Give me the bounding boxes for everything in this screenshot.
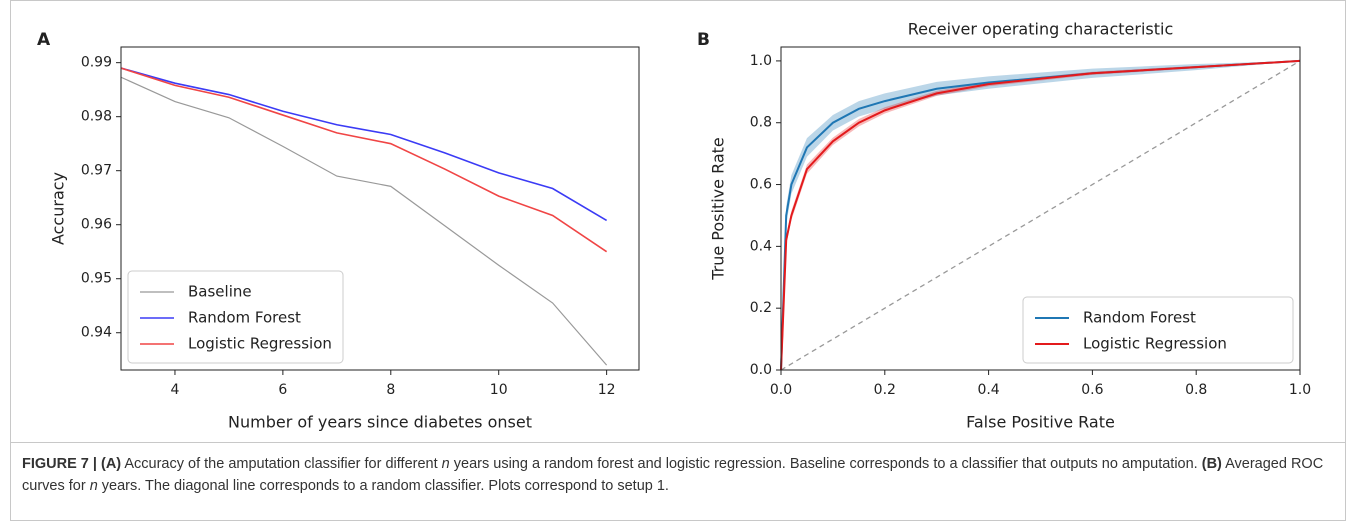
legend-label: Random Forest — [188, 309, 301, 327]
caption-run: (A) — [101, 456, 122, 472]
panel-label: B — [697, 30, 710, 50]
legend-box — [127, 270, 344, 364]
y-tick-label: 0.99 — [81, 55, 112, 71]
y-axis-label: Accuracy — [49, 172, 68, 245]
y-tick-label: 0.97 — [81, 163, 112, 179]
data-line — [120, 76, 608, 366]
legend-label: Logistic Regression — [188, 335, 332, 353]
reference-line — [780, 60, 1301, 371]
y-tick-label: 0.0 — [750, 362, 772, 378]
y-tick-label: 0.96 — [81, 217, 112, 233]
data-line — [120, 67, 608, 222]
x-axis-label: Number of years since diabetes onset — [228, 413, 532, 432]
caption-run: years. The diagonal line corresponds to … — [97, 478, 669, 494]
y-axis-label: True Positive Rate — [709, 137, 728, 281]
caption-run: Averaged ROC curves for — [22, 456, 1324, 494]
data-line — [780, 59, 1301, 371]
x-tick-label: 0.4 — [977, 382, 999, 398]
caption-run: (B) — [1201, 456, 1222, 472]
legend-label: Random Forest — [1083, 309, 1196, 327]
x-tick-label: 12 — [598, 382, 616, 398]
figure-frame — [10, 0, 1346, 521]
x-tick-label: 0.0 — [770, 382, 792, 398]
caption-run: Accuracy of the amputation classifier fo… — [121, 456, 442, 472]
caption-run: n — [89, 478, 98, 494]
x-tick-label: 1.0 — [1289, 382, 1311, 398]
x-tick-label: 10 — [490, 382, 508, 398]
y-tick-label: 0.98 — [81, 109, 112, 125]
y-tick-label: 0.6 — [750, 177, 772, 193]
plot-frame — [120, 46, 640, 371]
legend-label: Baseline — [188, 283, 252, 301]
caption-run: years using a random forest and logistic… — [449, 456, 1202, 472]
caption-run: n — [441, 456, 450, 472]
y-tick-label: 0.94 — [81, 325, 112, 341]
caption-run: FIGURE 7 | — [22, 456, 101, 472]
data-line — [120, 67, 608, 253]
x-tick-label: 4 — [170, 382, 179, 398]
caption: FIGURE 7 | (A) Accuracy of the amputatio… — [10, 442, 1346, 521]
legend-box — [1022, 296, 1294, 364]
x-tick-label: 0.8 — [1185, 382, 1207, 398]
x-tick-label: 0.2 — [874, 382, 896, 398]
y-tick-label: 1.0 — [750, 53, 772, 69]
chart-title: Receiver operating characteristic — [908, 20, 1174, 39]
legend-label: Logistic Regression — [1083, 335, 1227, 353]
x-tick-label: 0.6 — [1081, 382, 1103, 398]
y-tick-label: 0.4 — [750, 238, 772, 254]
y-tick-label: 0.8 — [750, 115, 772, 131]
x-tick-label: 6 — [278, 382, 287, 398]
x-axis-label: False Positive Rate — [966, 413, 1115, 432]
figure: 4 6 8 10 12 0.94 0.95 0.96 0.97 0.98 0.99 Number of… — [37, 20, 1311, 432]
x-tick-label: 8 — [386, 382, 395, 398]
y-tick-label: 0.2 — [750, 300, 772, 316]
panel-label: A — [37, 30, 51, 50]
plot-frame — [780, 46, 1301, 371]
y-tick-label: 0.95 — [81, 271, 112, 287]
